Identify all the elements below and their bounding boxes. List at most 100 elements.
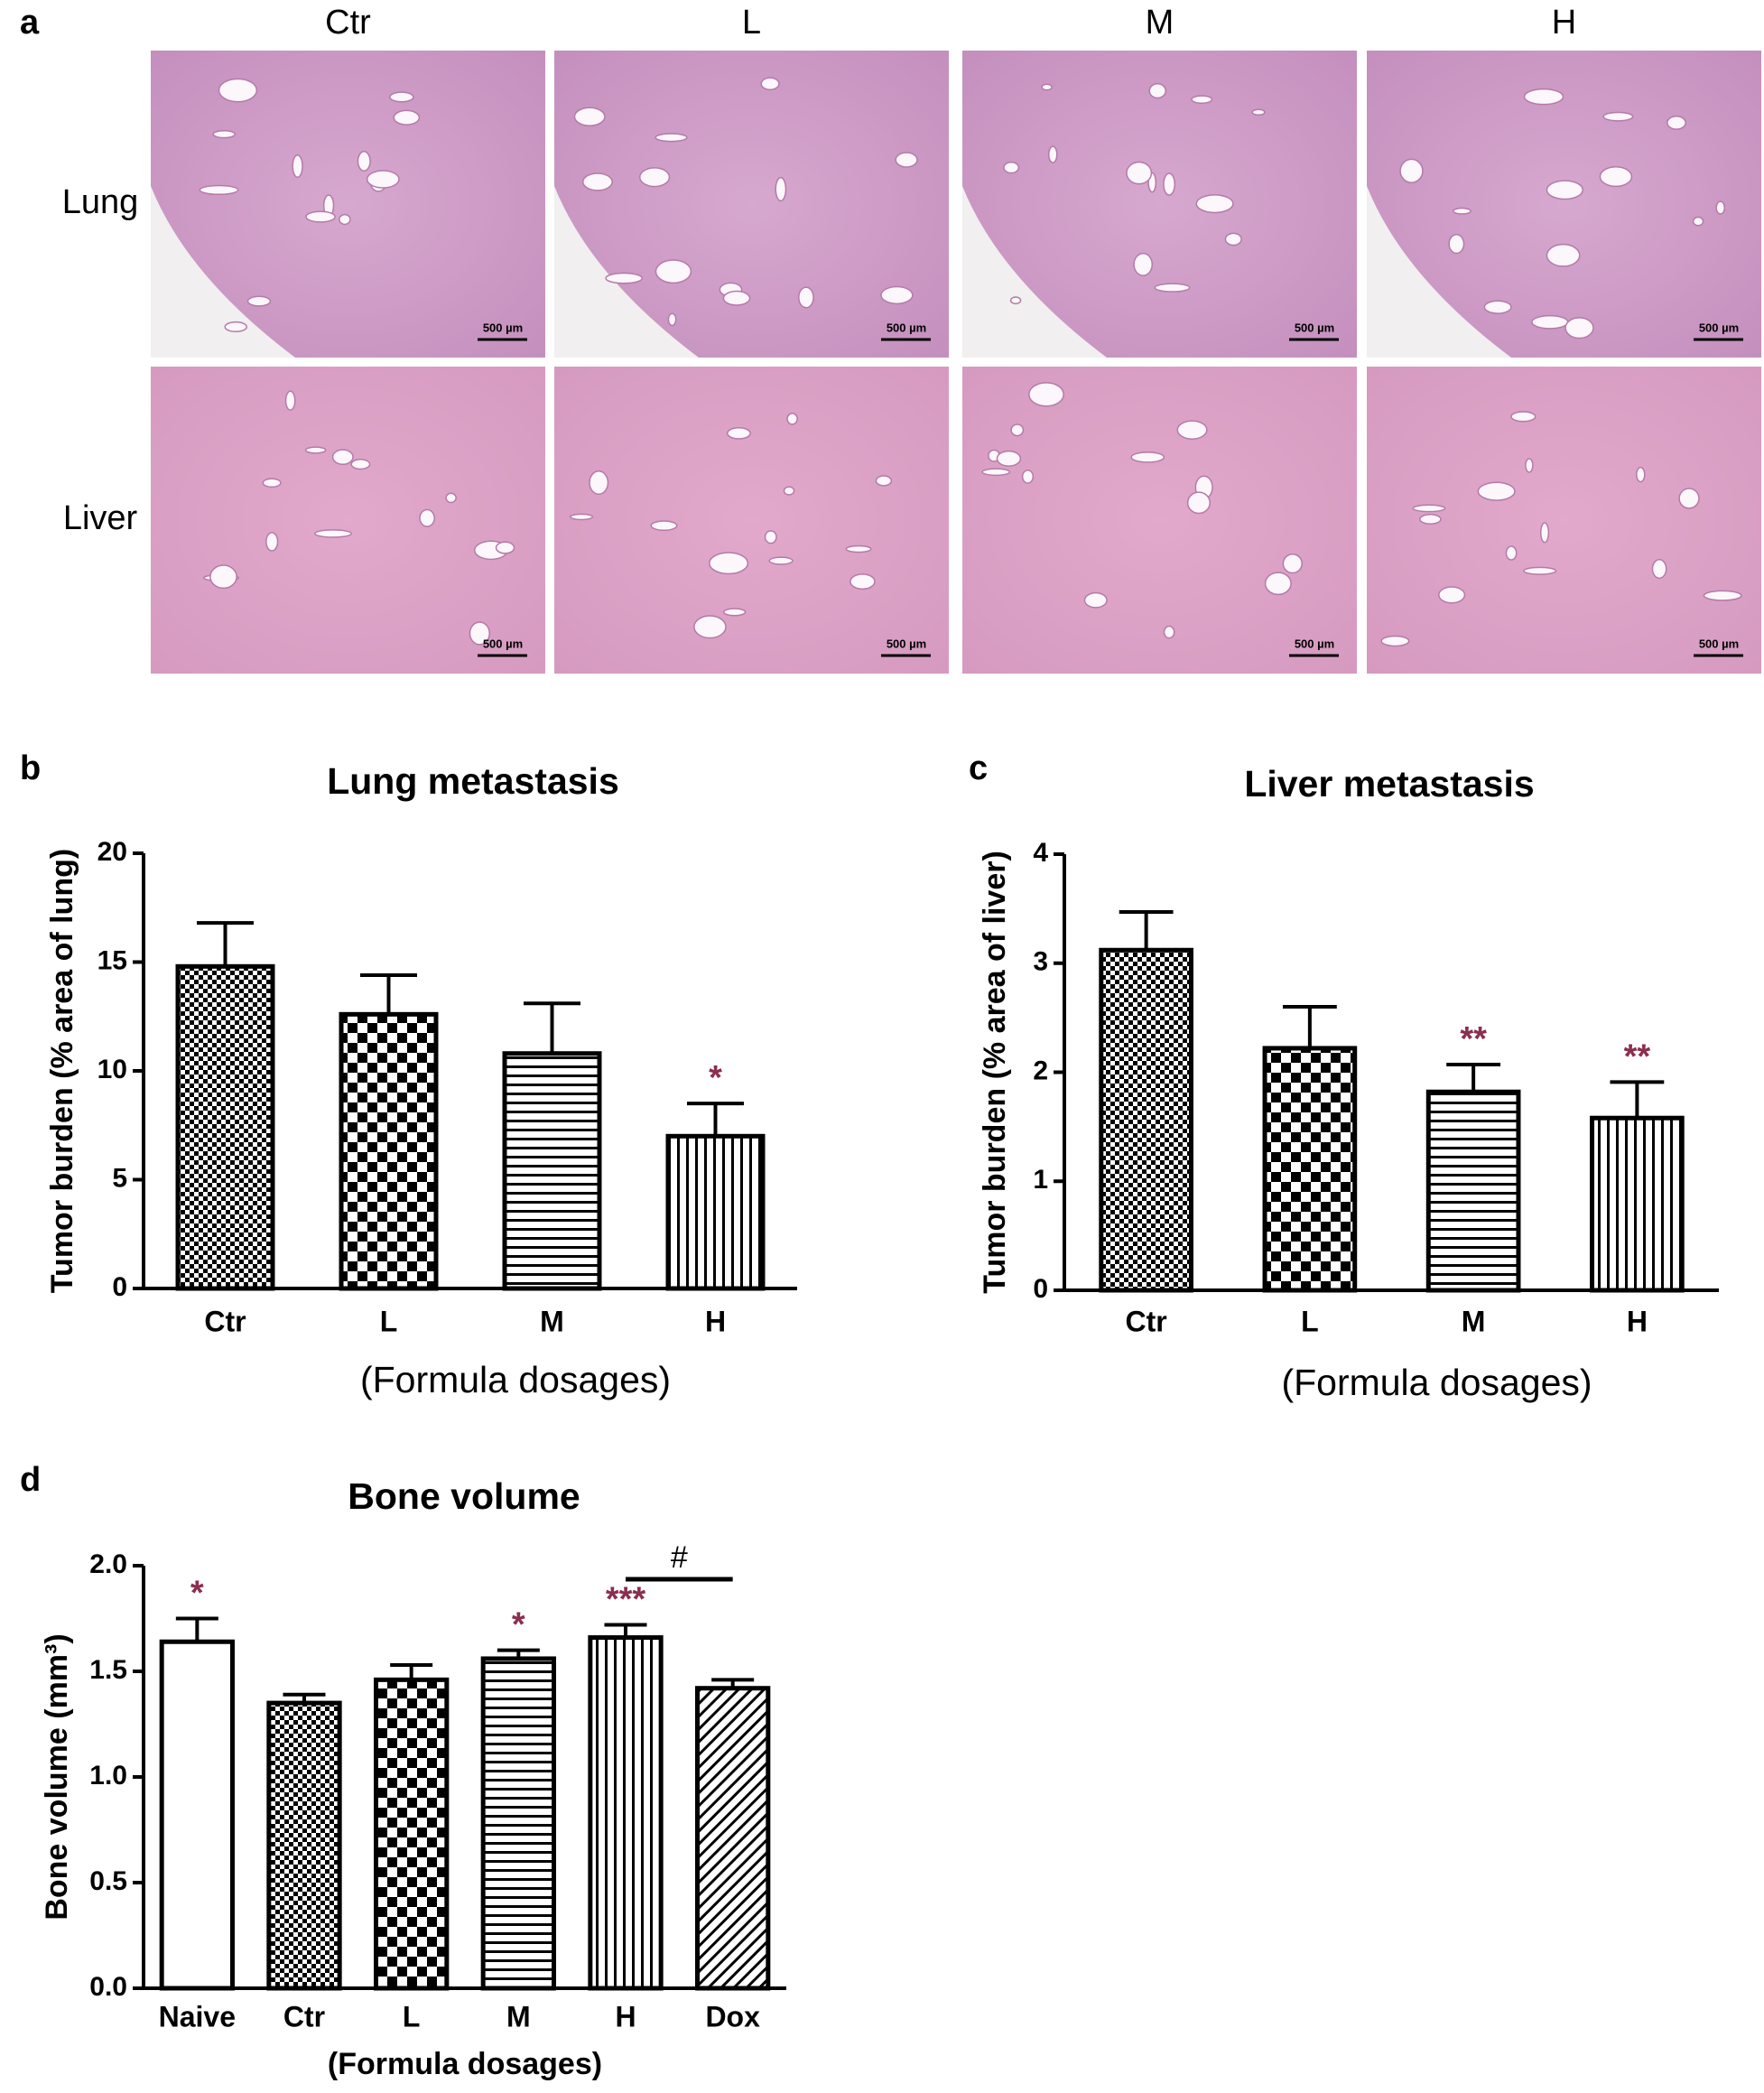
x-tick-label: H — [705, 1305, 726, 1337]
vessel — [1651, 559, 1667, 580]
x-tick-label: Dox — [705, 2000, 760, 2033]
chart-title: Bone volume — [348, 1475, 580, 1517]
chart-title: Lung metastasis — [327, 760, 619, 802]
bar — [374, 1677, 450, 1991]
bar — [502, 1051, 602, 1291]
vessel — [1195, 194, 1234, 214]
micrograph — [554, 367, 949, 674]
vessel — [845, 544, 872, 553]
vessel — [1667, 116, 1686, 130]
vessel — [875, 475, 893, 487]
significance-label: ** — [1624, 1037, 1651, 1075]
vessel — [786, 413, 798, 425]
y-tick-label: 1.5 — [89, 1655, 127, 1685]
y-tick-label: 5 — [112, 1163, 127, 1193]
vessel — [1523, 88, 1564, 106]
vessel — [589, 470, 609, 496]
vessel — [996, 450, 1022, 467]
vessel — [1483, 300, 1512, 314]
vessel — [218, 78, 258, 103]
tissue — [151, 51, 545, 358]
scale-bar-label: 500 µm — [483, 321, 523, 334]
bar — [175, 963, 275, 1291]
vessel — [1130, 451, 1165, 463]
vessel — [605, 272, 644, 284]
vessel — [1525, 458, 1534, 473]
x-tick-label: Naive — [159, 2000, 236, 2033]
row-label: Lung — [62, 183, 139, 221]
bar — [266, 1700, 342, 1991]
vessel — [1546, 180, 1583, 200]
scale-bar-label: 500 µm — [887, 321, 926, 334]
y-tick-label: 1 — [1033, 1165, 1048, 1195]
vessel — [764, 530, 777, 544]
vessel — [366, 170, 400, 189]
x-tick-label: L — [1301, 1305, 1319, 1337]
column-header: L — [742, 4, 761, 42]
x-axis-label: (Formula dosages) — [328, 2047, 602, 2081]
tissue — [1367, 51, 1761, 358]
vessel — [350, 459, 371, 470]
y-tick-label: 0.0 — [89, 1972, 127, 2002]
y-tick-label: 0 — [1033, 1274, 1048, 1304]
scale-bar-label: 500 µm — [1699, 321, 1739, 334]
vessel — [1154, 283, 1191, 293]
vessel — [573, 107, 606, 126]
y-tick-label: 0.5 — [89, 1866, 127, 1896]
micrograph — [962, 367, 1357, 674]
vessel — [314, 529, 352, 538]
vessel — [768, 556, 794, 565]
y-axis-label: Tumor burden (% area of lung) — [45, 849, 79, 1293]
y-tick-label: 15 — [97, 945, 127, 975]
vessel — [1083, 591, 1108, 609]
vessel — [1003, 161, 1020, 174]
vessel — [1163, 172, 1176, 196]
vessel — [1510, 411, 1537, 423]
x-tick-label: M — [540, 1305, 564, 1337]
bar — [1425, 1089, 1521, 1293]
vessel — [1282, 553, 1303, 574]
vessel — [1224, 232, 1242, 247]
vessel — [393, 109, 421, 126]
vessel — [1715, 200, 1726, 215]
vessel — [722, 290, 751, 306]
y-tick-label: 20 — [97, 837, 127, 867]
vessel — [1505, 545, 1518, 561]
vessel — [1564, 317, 1594, 340]
bar — [339, 1011, 439, 1291]
vessel — [581, 172, 613, 191]
vessel — [1163, 625, 1175, 639]
vessel — [639, 167, 671, 188]
y-tick-label: 4 — [1033, 838, 1048, 868]
vessel — [284, 390, 296, 411]
column-header: M — [1146, 4, 1174, 42]
vessel — [1264, 572, 1292, 596]
vessel — [292, 154, 303, 179]
vessel — [1186, 491, 1211, 515]
row-label: Liver — [63, 499, 138, 537]
chart-title: Liver metastasis — [1244, 763, 1534, 805]
vessel — [1540, 522, 1550, 544]
vessel — [1692, 216, 1704, 227]
vessel — [357, 151, 371, 172]
vessel — [655, 259, 692, 284]
vessel — [304, 446, 327, 454]
bar — [665, 1133, 766, 1291]
vessel — [981, 468, 1011, 477]
panel-label: b — [20, 749, 41, 787]
significance-label: ** — [1460, 1020, 1487, 1058]
vessel — [783, 486, 795, 496]
y-tick-label: 0 — [112, 1272, 127, 1302]
y-axis-label: Tumor burden (% area of liver) — [978, 851, 1012, 1294]
panel-label: c — [969, 749, 988, 787]
vessel — [1453, 207, 1472, 215]
vessel — [1041, 83, 1053, 91]
vessel — [1009, 296, 1022, 305]
vessel — [1176, 420, 1208, 440]
vessel — [722, 608, 747, 617]
panel-label: a — [20, 4, 40, 42]
x-tick-label: L — [380, 1305, 398, 1337]
vessel — [1126, 161, 1153, 185]
vessel — [1047, 145, 1058, 163]
bar — [159, 1639, 235, 1991]
